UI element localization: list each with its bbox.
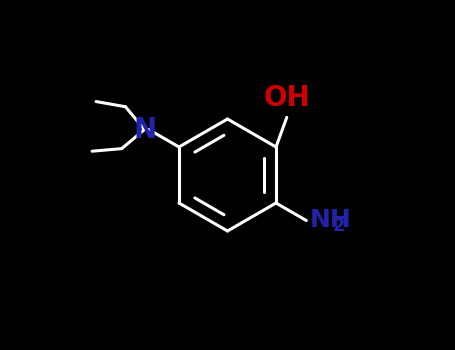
Text: N: N xyxy=(134,116,157,144)
Text: OH: OH xyxy=(263,84,310,112)
Text: NH: NH xyxy=(310,209,352,232)
Text: 2: 2 xyxy=(332,217,345,235)
